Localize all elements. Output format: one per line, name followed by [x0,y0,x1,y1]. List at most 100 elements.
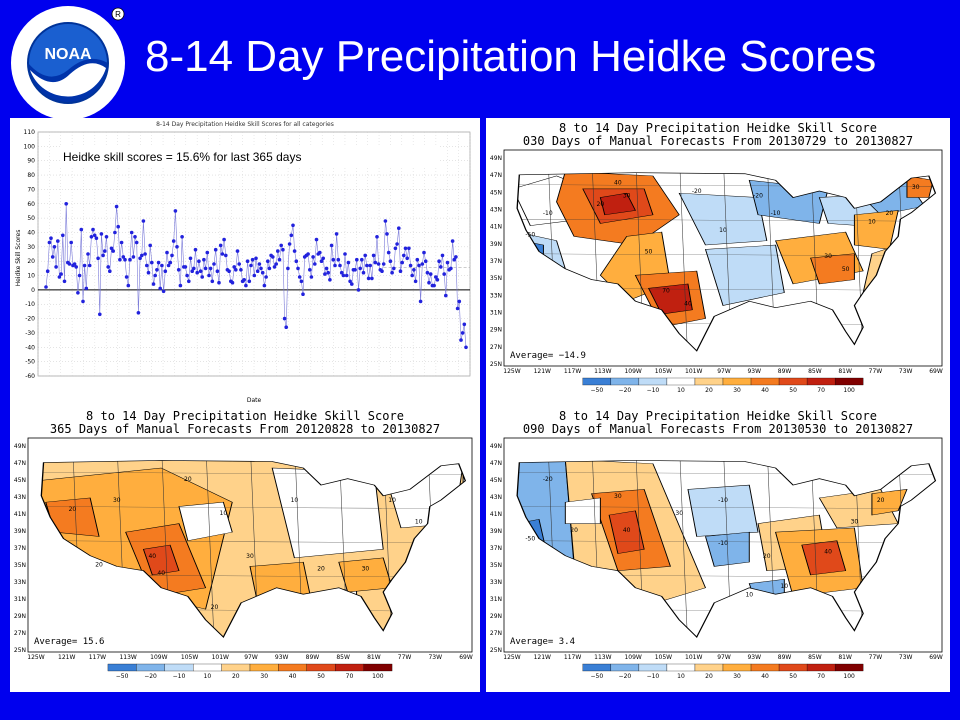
data-point [116,224,120,229]
data-point [314,237,319,242]
data-point [329,243,334,248]
y-tick-label: 40 [27,229,35,236]
data-point [361,270,366,275]
data-point [57,275,62,279]
legend-label: 70 [817,387,825,394]
contour-label: 10 [220,510,228,517]
data-point [319,259,324,263]
contour-label: 20 [317,566,325,573]
contour-label: -20 [543,476,553,483]
lon-tick-label: 121W [534,654,551,661]
lon-tick-label: 117W [564,654,581,661]
data-point [252,273,257,278]
data-point [306,252,310,256]
data-point [336,257,341,262]
legend-label: −50 [591,387,604,394]
legend-label: 50 [317,673,325,680]
data-point [145,263,149,268]
y-tick-label: 30 [27,244,35,251]
data-point [318,250,322,255]
lon-tick-label: 125W [503,654,520,661]
y-tick-label: 100 [24,143,36,150]
data-point [334,232,339,236]
data-point [380,269,384,273]
lon-tick-label: 125W [27,654,44,661]
data-point [311,255,315,259]
data-point [230,280,235,285]
map-title-line1: 8 to 14 Day Precipitation Heidke Skill S… [559,121,877,135]
data-point [397,226,401,230]
legend-swatch [806,377,836,386]
data-point [392,266,396,271]
data-point [321,256,326,261]
data-point [459,338,463,342]
data-point [328,278,332,282]
data-point [192,266,196,271]
average-label: Average= 15.6 [34,637,104,647]
lat-tick-label: 27N [490,630,502,637]
data-point [292,249,297,253]
contour-label: 30 [113,497,121,504]
lon-tick-label: 73W [428,654,442,661]
contour-label: 20 [597,201,605,208]
y-tick-label: 0 [31,287,35,294]
legend-label: 100 [372,673,384,680]
contour-label: 50 [842,266,850,273]
lon-tick-label: 101W [685,368,702,375]
data-point [155,268,159,272]
average-label: Average= −14.9 [510,351,586,361]
data-point [454,255,458,259]
lon-tick-label: 97W [717,368,731,375]
contour-label: 30 [362,566,370,573]
contour-region [871,489,908,516]
legend-label: 40 [761,673,769,680]
legend-label: 50 [789,673,797,680]
average-label: Average= 3.4 [510,637,575,647]
data-point [452,257,457,262]
svg-text:R: R [115,10,121,19]
contour-region [599,192,636,216]
data-point [417,263,421,268]
lon-tick-label: 85W [808,368,822,375]
data-point [101,253,105,258]
data-point [205,250,210,255]
data-point [84,286,89,291]
data-point [274,262,279,266]
data-point [131,255,136,259]
data-point [136,311,141,315]
lat-tick-label: 43N [14,494,26,501]
data-point [348,279,352,284]
y-tick-label: -30 [25,330,35,337]
country-outline [40,460,467,638]
lat-tick-label: 31N [490,310,502,317]
data-point [294,259,299,263]
map-030-days: 8 to 14 Day Precipitation Heidke Skill S… [490,121,943,394]
lat-tick-label: 39N [490,241,502,248]
y-tick-label: -10 [25,301,35,308]
legend-swatch [335,663,364,672]
legend-label: −20 [619,673,632,680]
lat-tick-label: 37N [490,545,502,552]
lat-tick-label: 47N [490,172,502,179]
data-point [103,249,107,253]
data-point [187,279,191,284]
data-point [64,202,68,206]
lat-tick-label: 35N [490,275,502,282]
contour-label: 10 [780,583,788,590]
data-point [323,272,327,276]
lon-tick-label: 101W [212,654,229,661]
data-point [173,209,178,213]
lon-tick-label: 121W [534,368,551,375]
lon-tick-label: 105W [655,368,672,375]
data-point [121,255,126,259]
data-point [297,275,302,279]
data-point [217,280,221,285]
y-tick-label: 80 [27,172,35,179]
data-point [403,246,408,251]
data-point [264,275,268,279]
annotation-text: Heidke skill scores = 15.6% for last 365… [63,150,301,164]
legend-label: 40 [761,387,769,394]
data-point [355,257,359,262]
data-point [282,316,287,321]
data-point [390,270,394,275]
